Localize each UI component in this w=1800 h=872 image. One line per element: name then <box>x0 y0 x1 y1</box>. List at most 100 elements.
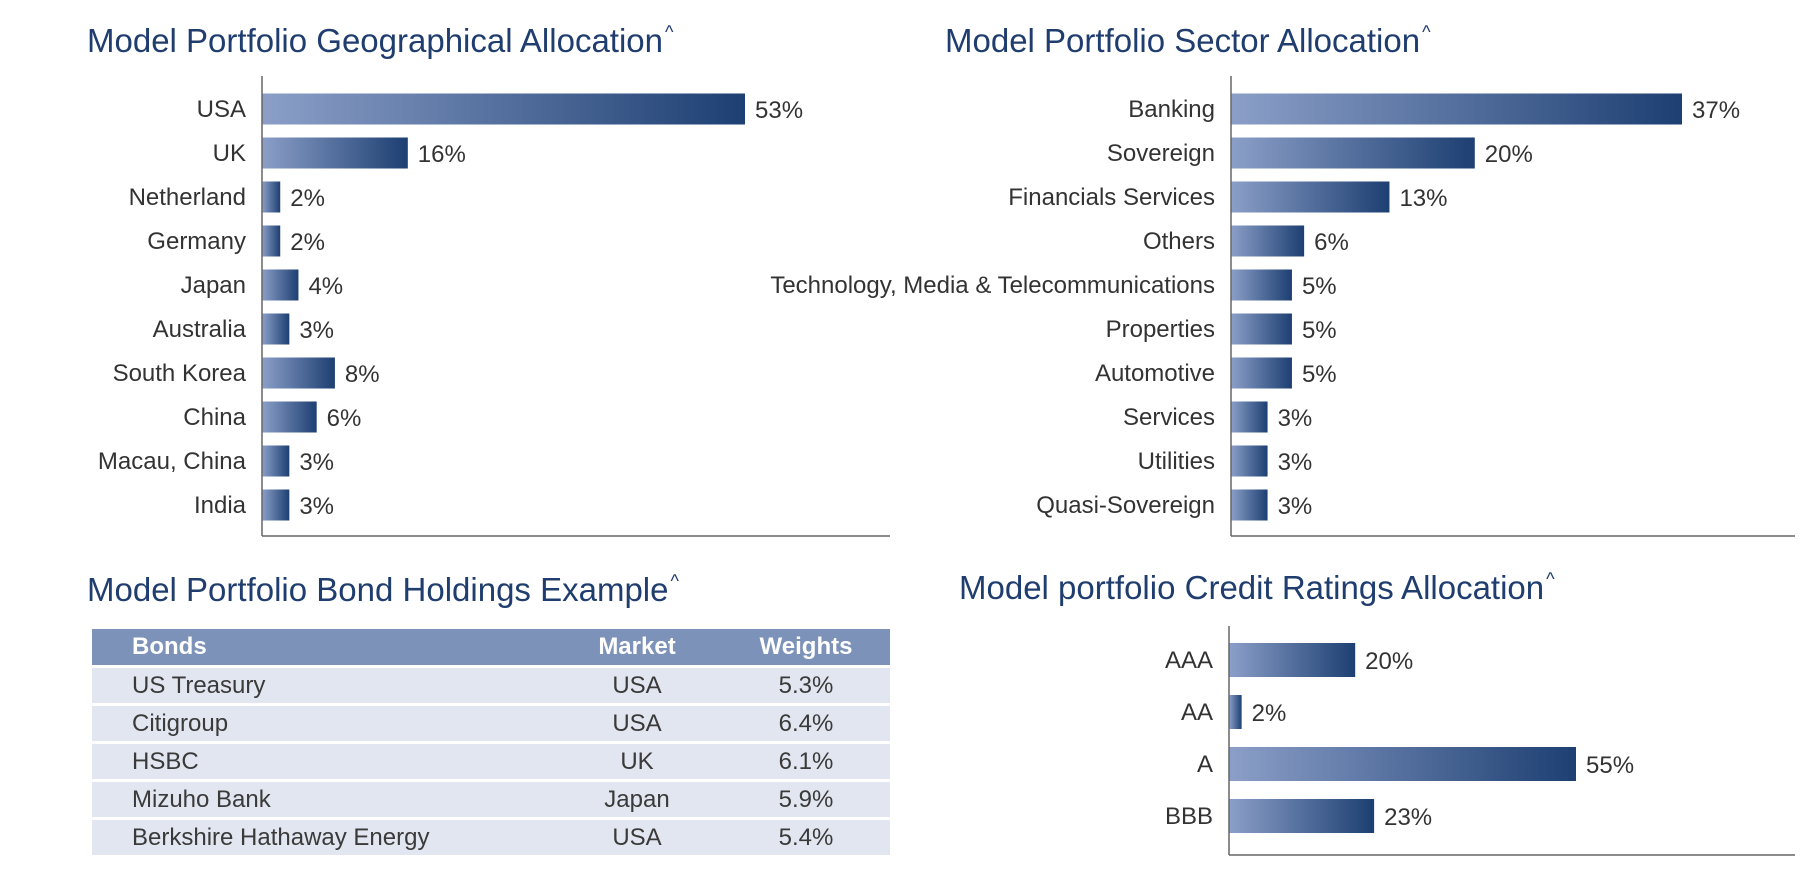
sector-value-label: 20% <box>1485 141 1533 168</box>
sector-bar <box>1231 489 1268 521</box>
credit-chart-title-text: Model portfolio Credit Ratings Allocatio… <box>959 569 1545 606</box>
sector-category-label: Automotive <box>1095 360 1215 387</box>
sector-bar <box>1231 93 1682 125</box>
sector-bar <box>1231 445 1268 477</box>
geo-bar <box>262 489 290 521</box>
bond-market: USA <box>552 820 722 855</box>
bond-market: USA <box>552 668 722 703</box>
credit-chart-title-mark: ^ <box>1546 569 1555 589</box>
credit-category-label: A <box>1197 751 1213 778</box>
geo-bar <box>262 93 745 125</box>
sector-value-label: 13% <box>1399 185 1447 212</box>
sector-category-label: Technology, Media & Telecommunications <box>770 272 1215 299</box>
bond-name: HSBC <box>92 744 552 779</box>
bonds-table-title-mark: ^ <box>670 571 679 591</box>
sector-chart-title-mark: ^ <box>1422 22 1431 42</box>
geo-chart-title-text: Model Portfolio Geographical Allocation <box>87 22 664 59</box>
sector-value-label: 37% <box>1692 97 1740 124</box>
sector-category-label: Financials Services <box>1008 184 1215 211</box>
geo-category-label: UK <box>213 140 246 167</box>
geo-chart-title: Model Portfolio Geographical Allocation ^ <box>87 22 673 60</box>
bond-name: Berkshire Hathaway Energy <box>92 820 552 855</box>
sector-value-label: 3% <box>1278 449 1313 476</box>
bond-market: Japan <box>552 782 722 817</box>
header-weights: Weights <box>722 629 890 665</box>
sector-chart-title-text: Model Portfolio Sector Allocation <box>945 22 1421 59</box>
bond-weight: 5.3% <box>722 668 890 703</box>
header-market: Market <box>552 629 722 665</box>
table-row: Berkshire Hathaway Energy USA 5.4% <box>92 820 890 855</box>
geo-category-label: Germany <box>147 228 246 255</box>
sector-bar <box>1231 401 1268 433</box>
credit-bar <box>1229 799 1375 833</box>
geo-bar <box>262 357 335 389</box>
geo-category-label: China <box>183 404 246 431</box>
sector-chart-title: Model Portfolio Sector Allocation ^ <box>945 22 1431 60</box>
table-row: Mizuho Bank Japan 5.9% <box>92 782 890 817</box>
geo-value-label: 3% <box>299 493 334 520</box>
geo-value-label: 3% <box>299 449 334 476</box>
bonds-table-title-text: Model Portfolio Bond Holdings Example <box>87 571 669 608</box>
header-bonds: Bonds <box>92 629 552 665</box>
sector-value-label: 3% <box>1278 493 1313 520</box>
geo-value-label: 2% <box>290 185 325 212</box>
credit-bar <box>1229 747 1576 781</box>
bond-name: Citigroup <box>92 706 552 741</box>
sector-category-label: Sovereign <box>1107 140 1215 167</box>
bond-weight: 5.4% <box>722 820 890 855</box>
table-row: Citigroup USA 6.4% <box>92 706 890 741</box>
geo-bar <box>262 445 290 477</box>
geo-category-label: India <box>194 492 247 519</box>
geo-value-label: 3% <box>299 317 334 344</box>
bond-market: USA <box>552 706 722 741</box>
sector-bar <box>1231 137 1475 169</box>
credit-bar <box>1229 643 1356 677</box>
geo-category-label: Australia <box>153 316 247 343</box>
geo-bar-chart: USA 53% UK 16% Netherland 2% Germany 2% Japan 4% A… <box>98 76 890 537</box>
sector-bar <box>1231 357 1292 389</box>
sector-bar-chart: Banking 37% Sovereign 20% Financials Service… <box>770 76 1795 537</box>
credit-value-label: 2% <box>1252 700 1287 727</box>
geo-category-label: USA <box>197 96 246 123</box>
credit-category-label: AAA <box>1165 647 1213 674</box>
bond-weight: 6.1% <box>722 744 890 779</box>
sector-category-label: Utilities <box>1138 448 1215 475</box>
sector-category-label: Properties <box>1106 316 1215 343</box>
sector-bar <box>1231 225 1305 257</box>
geo-value-label: 2% <box>290 229 325 256</box>
bond-weight: 5.9% <box>722 782 890 817</box>
sector-value-label: 6% <box>1314 229 1349 256</box>
geo-value-label: 8% <box>345 361 380 388</box>
sector-value-label: 5% <box>1302 273 1337 300</box>
sector-bar <box>1231 269 1292 301</box>
table-header-row: Bonds Market Weights <box>92 629 890 665</box>
geo-bar <box>262 401 317 433</box>
geo-category-label: Japan <box>181 272 246 299</box>
geo-bar <box>262 269 299 301</box>
credit-value-label: 20% <box>1365 648 1413 675</box>
sector-category-label: Banking <box>1128 96 1215 123</box>
credit-value-label: 55% <box>1586 752 1634 779</box>
sector-category-label: Services <box>1123 404 1215 431</box>
bond-market: UK <box>552 744 722 779</box>
sector-bar <box>1231 313 1292 345</box>
geo-value-label: 16% <box>418 141 466 168</box>
sector-value-label: 5% <box>1302 317 1337 344</box>
sector-category-label: Quasi-Sovereign <box>1036 492 1215 519</box>
sector-value-label: 5% <box>1302 361 1337 388</box>
bond-name: Mizuho Bank <box>92 782 552 817</box>
geo-category-label: Macau, China <box>98 448 247 475</box>
geo-bar <box>262 225 281 257</box>
credit-value-label: 23% <box>1384 804 1432 831</box>
geo-bar <box>262 313 290 345</box>
bond-name: US Treasury <box>92 668 552 703</box>
geo-bar <box>262 181 281 213</box>
geo-value-label: 53% <box>755 97 803 124</box>
geo-value-label: 6% <box>327 405 362 432</box>
sector-category-label: Others <box>1143 228 1215 255</box>
credit-bar <box>1229 695 1242 729</box>
geo-category-label: South Korea <box>113 360 247 387</box>
geo-chart-title-mark: ^ <box>665 22 674 42</box>
table-row: HSBC UK 6.1% <box>92 744 890 779</box>
